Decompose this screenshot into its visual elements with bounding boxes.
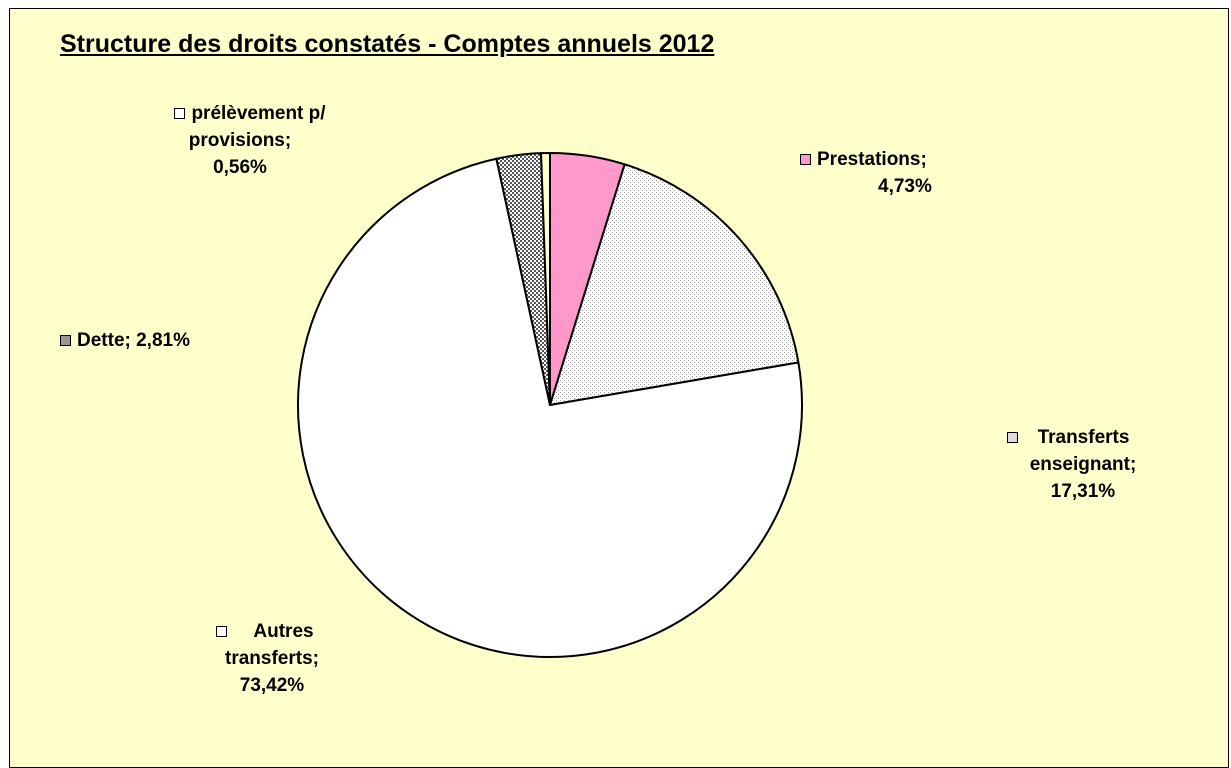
- dette-swatch: [60, 335, 71, 346]
- label-autres-value: 73,42%: [239, 675, 305, 696]
- label-prelevement-line2: provisions;: [188, 130, 292, 151]
- transferts-swatch: [1006, 432, 1018, 443]
- label-prestations: Prestations; 4,73%: [800, 146, 932, 200]
- pie-slice-4: [540, 152, 551, 406]
- label-prelevement-line1: prélèvement p/: [191, 103, 326, 124]
- label-transferts-enseignant: Transferts enseignant; 17,31%: [978, 424, 1158, 505]
- label-autres-transferts: Autres transferts; 73,42%: [175, 618, 355, 699]
- label-transferts-line2: enseignant;: [1029, 454, 1137, 475]
- label-autres-line1: Autres: [253, 621, 314, 642]
- label-dette: Dette; 2,81%: [60, 327, 190, 354]
- label-autres-line2: transferts;: [225, 648, 319, 669]
- chart-title: Structure des droits constatés - Comptes…: [60, 30, 715, 58]
- label-transferts-line1: Transferts: [1037, 427, 1130, 448]
- label-prestations-value: 4,73%: [878, 176, 932, 197]
- label-prelevement-value: 0,56%: [213, 157, 267, 178]
- prestations-swatch: [800, 154, 811, 165]
- label-transferts-value: 17,31%: [1050, 481, 1116, 502]
- label-prestations-line1: Prestations;: [817, 149, 927, 170]
- autres-swatch: [216, 626, 228, 637]
- label-dette-text: Dette; 2,81%: [77, 330, 190, 351]
- prelevement-swatch: [174, 108, 186, 119]
- pie-slice-2: [297, 157, 803, 658]
- label-prelevement: prélèvement p/ provisions; 0,56%: [130, 100, 370, 181]
- pie-slice-1: [549, 163, 800, 406]
